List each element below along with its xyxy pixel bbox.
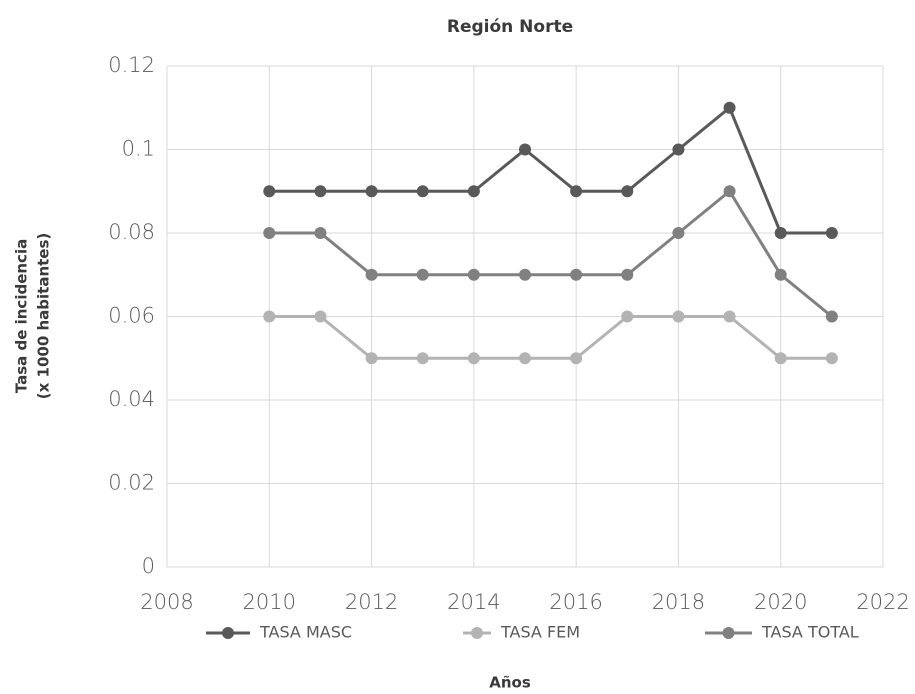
data-point (263, 310, 276, 323)
data-point (723, 185, 736, 198)
x-tick-label: 2012 (345, 590, 398, 614)
data-point (825, 310, 838, 323)
data-point (365, 268, 378, 281)
data-point (263, 185, 276, 198)
data-point (621, 268, 634, 281)
data-point (416, 268, 429, 281)
x-tick-label: 2008 (140, 590, 193, 614)
data-point (314, 185, 327, 198)
y-axis-label-line: Tasa de incidencia (13, 239, 31, 393)
y-tick-label: 0.02 (108, 471, 155, 495)
y-tick-label: 0.06 (108, 304, 155, 328)
data-point (672, 227, 685, 239)
data-point (519, 268, 531, 281)
x-tick-label: 2014 (447, 590, 500, 614)
x-axis-label: Años (489, 674, 531, 692)
legend-label: TASA FEM (500, 623, 580, 642)
data-point (467, 185, 480, 198)
data-point (416, 352, 429, 365)
data-point (723, 310, 736, 323)
series-line (269, 189, 833, 318)
data-point (774, 352, 787, 365)
y-tick-label: 0 (142, 554, 155, 578)
x-tick-label: 2022 (856, 590, 909, 614)
y-tick-label: 0.1 (122, 137, 155, 161)
data-point (621, 185, 634, 198)
data-point (672, 310, 685, 323)
data-point (314, 310, 327, 323)
data-point (365, 185, 378, 198)
x-tick-label: 2020 (754, 590, 807, 614)
legend-marker (471, 627, 483, 639)
data-point (519, 143, 531, 156)
data-point (621, 310, 634, 323)
legend-marker (722, 627, 735, 639)
data-point (467, 352, 480, 365)
chart-title: Región Norte (447, 17, 573, 37)
x-tick-label: 2010 (243, 590, 296, 614)
data-point (723, 101, 736, 114)
series-line (269, 315, 832, 360)
data-point (570, 185, 583, 198)
y-tick-label: 0.04 (108, 387, 155, 411)
series-line (269, 105, 832, 235)
data-point (825, 352, 838, 365)
data-point (774, 268, 787, 281)
y-tick-label: 0.12 (108, 53, 155, 77)
x-tick-label: 2016 (549, 590, 602, 614)
x-tick-label: 2018 (652, 590, 705, 614)
data-point (314, 227, 327, 239)
y-tick-label: 0.08 (108, 220, 155, 244)
data-point (519, 352, 531, 365)
data-point (570, 268, 583, 281)
data-point (416, 185, 429, 198)
legend-marker (222, 627, 234, 639)
data-point (570, 352, 583, 365)
data-point (672, 143, 685, 156)
data-point (365, 352, 378, 365)
data-point (263, 227, 276, 239)
data-point (774, 227, 787, 239)
y-axis-label: Tasa de incidencia (x 1000 habitantes) (13, 233, 53, 400)
data-point (467, 268, 480, 281)
legend-label: TASA TOTAL (761, 623, 859, 642)
y-axis-label-line: (x 1000 habitantes) (35, 233, 53, 400)
legend-label: TASA MASC (259, 623, 352, 642)
data-point (825, 227, 838, 239)
